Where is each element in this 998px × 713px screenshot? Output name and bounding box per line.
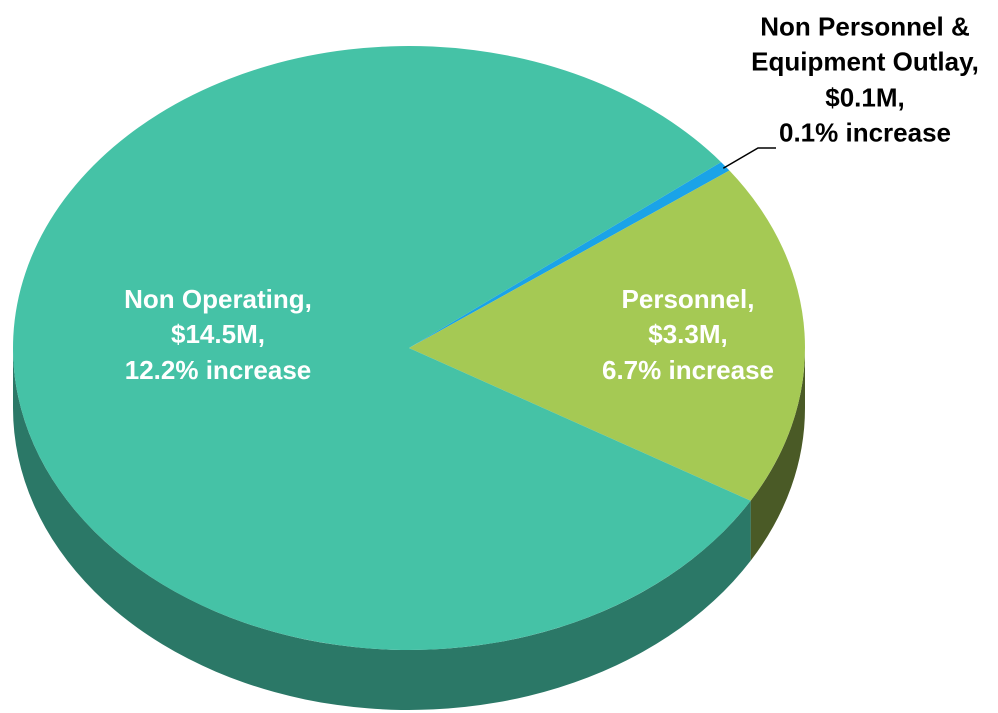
label-line: Personnel,	[621, 283, 755, 314]
label-line: 12.2% increase	[124, 354, 312, 385]
label-line: 0.1% increase	[778, 117, 951, 148]
label-line: $3.3M,	[648, 319, 728, 350]
label-line: 6.7% increase	[601, 354, 774, 385]
leader-line	[722, 147, 776, 169]
slice	[13, 45, 751, 650]
slice-side	[750, 348, 805, 561]
label-line: Non Operating,	[124, 283, 312, 314]
label-line: $14.5M,	[171, 319, 265, 350]
label-line: Non Personnel & Equipment Outlay,	[751, 11, 979, 77]
slice-side	[13, 348, 751, 710]
slice	[409, 162, 730, 348]
slice	[409, 170, 805, 501]
data-label: Non Personnel & Equipment Outlay, $0.1M, 0…	[715, 9, 998, 150]
label-line: $0.1M,	[825, 82, 905, 112]
data-label: Non Operating, $14.5M, 12.2% increase	[68, 282, 368, 388]
data-label: Personnel, $3.3M, 6.7% increase	[558, 282, 818, 388]
